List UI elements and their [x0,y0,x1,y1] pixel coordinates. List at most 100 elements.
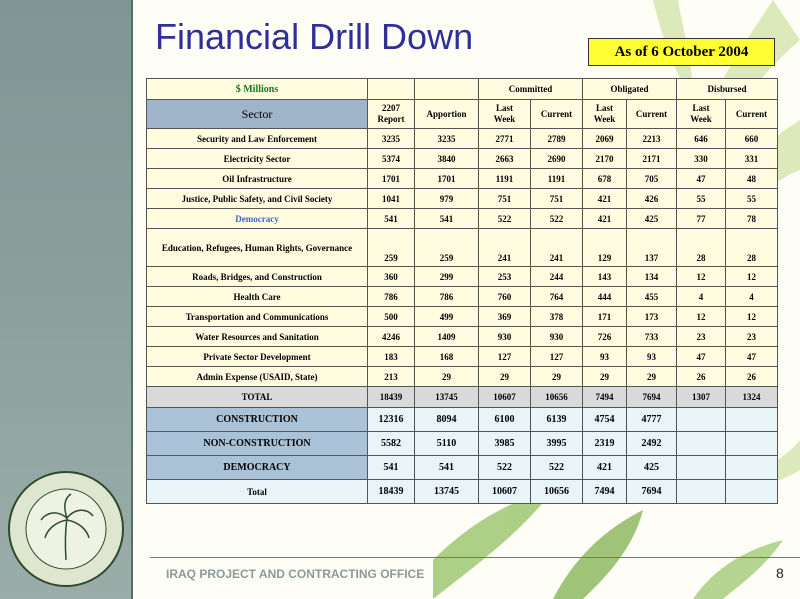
value-cell: 259 [367,228,415,267]
summary-row: DEMOCRACY 541 541 522 522 421 425 [146,455,779,480]
value-cell: 1191 [530,168,583,189]
value-cell: 378 [530,306,583,327]
group-header-disbursed: Disbursed [676,78,779,100]
value-cell: 28 [725,228,779,267]
value-cell: 23 [725,326,779,347]
summary-value-cell: 2319 [582,431,627,456]
sector-name-cell: Admin Expense (USAID, State) [146,366,368,387]
total-value-cell: 1324 [725,386,779,408]
value-cell: 143 [582,266,627,287]
value-cell: 48 [725,168,779,189]
sector-name-cell: Oil Infrastructure [146,168,368,189]
value-cell: 93 [625,346,678,367]
summary-row: NON-CONSTRUCTION 5582 5110 3985 3995 2319 2492 [146,431,779,456]
summary-value-cell [725,431,779,456]
value-cell: 241 [530,228,583,267]
total-value-cell: 10607 [478,386,531,408]
column-header: Last Week [676,99,727,129]
value-cell: 2171 [625,148,678,169]
value-cell: 171 [582,306,627,327]
sector-column-header: Sector [146,99,368,129]
summary-value-cell: 8094 [414,407,479,432]
value-cell: 47 [725,346,779,367]
value-cell: 47 [676,168,727,189]
page-title: Financial Drill Down [155,16,474,57]
value-cell: 244 [530,266,583,287]
sector-name-cell: Water Resources and Sanitation [146,326,368,347]
value-cell: 360 [367,266,415,287]
column-header: Last Week [582,99,627,129]
column-header: Current [625,99,678,129]
value-cell: 127 [478,346,531,367]
footer-divider [150,557,800,558]
value-cell: 2663 [478,148,531,169]
summary-value-cell: 4777 [625,407,678,432]
summary-value-cell: 7694 [625,479,678,504]
total-value-cell: 18439 [367,386,415,408]
value-cell: 3840 [414,148,479,169]
value-cell: 259 [414,228,479,267]
value-cell: 1701 [414,168,479,189]
value-cell: 93 [582,346,627,367]
value-cell: 3235 [367,128,415,149]
summary-value-cell: 10656 [530,479,583,504]
summary-value-cell: 541 [367,455,415,480]
value-cell: 330 [676,148,727,169]
summary-value-cell [676,455,727,480]
value-cell: 455 [625,286,678,307]
sector-name-cell: Security and Law Enforcement [146,128,368,149]
summary-value-cell [676,431,727,456]
sector-name-cell: Private Sector Development [146,346,368,367]
page-number: 8 [776,565,784,581]
value-cell: 930 [530,326,583,347]
value-cell: 168 [414,346,479,367]
value-cell: 29 [414,366,479,387]
value-cell: 1041 [367,188,415,209]
summary-label: DEMOCRACY [146,455,368,480]
iraq-pco-seal-logo [8,471,124,587]
value-cell: 28 [676,228,727,267]
value-cell: 173 [625,306,678,327]
value-cell: 29 [625,366,678,387]
value-cell: 183 [367,346,415,367]
value-cell: 12 [725,266,779,287]
value-cell: 241 [478,228,531,267]
summary-value-cell: 18439 [367,479,415,504]
summary-value-cell: 13745 [414,479,479,504]
value-cell: 4 [725,286,779,307]
value-cell: 2213 [625,128,678,149]
summary-row: Total 18439 13745 10607 10656 7494 7694 [146,479,779,504]
total-value-cell: 7494 [582,386,627,408]
value-cell: 930 [478,326,531,347]
value-cell: 29 [478,366,531,387]
value-cell: 786 [367,286,415,307]
sector-name-cell: Justice, Public Safety, and Civil Societ… [146,188,368,209]
summary-value-cell: 10607 [478,479,531,504]
value-cell: 26 [676,366,727,387]
summary-value-cell: 522 [478,455,531,480]
table-row: Transportation and Communications 500 499 3… [146,306,779,327]
value-cell: 253 [478,266,531,287]
summary-value-cell: 3995 [530,431,583,456]
financial-table: $ Millions Committed Obligated Disbursed… [146,78,779,504]
value-cell: 299 [414,266,479,287]
table-row: Education, Refugees, Human Rights, Gover… [146,228,779,267]
value-cell: 660 [725,128,779,149]
value-cell: 979 [414,188,479,209]
value-cell: 213 [367,366,415,387]
value-cell: 426 [625,188,678,209]
summary-value-cell: 2492 [625,431,678,456]
summary-label: Total [146,479,368,504]
summary-value-cell [725,479,779,504]
value-cell: 2170 [582,148,627,169]
empty-header-cell [414,78,479,100]
value-cell: 421 [582,188,627,209]
sector-name-cell: Education, Refugees, Human Rights, Gover… [146,228,368,267]
total-label: TOTAL [146,386,368,408]
summary-value-cell: 12316 [367,407,415,432]
sector-name-cell: Electricity Sector [146,148,368,169]
value-cell: 331 [725,148,779,169]
value-cell: 1191 [478,168,531,189]
table-row: Health Care 786 786 760 764 444 455 4 4 [146,286,779,307]
table-row: Private Sector Development 183 168 127 127 93… [146,346,779,367]
